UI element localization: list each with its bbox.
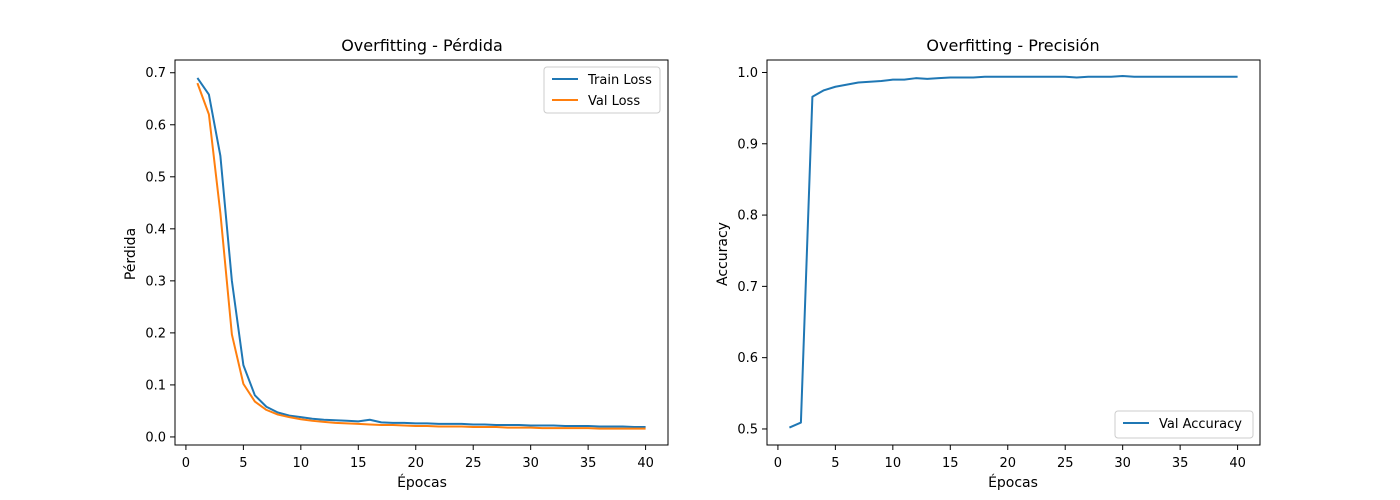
loss-x-tick-label-4: 20 (407, 456, 424, 471)
accuracy-y-tick-label-0: 0.5 (737, 422, 758, 437)
loss-x-tick-label-0: 0 (182, 456, 190, 471)
loss-x-tick-label-8: 40 (637, 456, 654, 471)
accuracy-plot-frame (766, 59, 1261, 446)
loss-x-tick-label-2: 10 (293, 456, 310, 471)
accuracy-chart: Overfitting - Precisión Épocas Accuracy … (715, 36, 1261, 491)
accuracy-series-line-1 (789, 75, 1238, 429)
accuracy-x-tick-label-0: 0 (774, 456, 782, 471)
accuracy-chart-title: Overfitting - Precisión (926, 36, 1099, 55)
loss-series-line-2 (196, 82, 646, 430)
loss-y-tick-label-1: 0.1 (145, 378, 166, 393)
loss-y-axis-label: Pérdida (123, 228, 139, 280)
loss-legend-label-2: Val Loss (588, 94, 640, 109)
loss-chart-title: Overfitting - Pérdida (341, 36, 503, 55)
loss-x-tick-label-7: 35 (580, 456, 597, 471)
accuracy-legend-label-1: Val Accuracy (1159, 417, 1242, 432)
loss-x-tick-label-1: 5 (239, 456, 247, 471)
accuracy-x-tick-label-4: 20 (999, 456, 1016, 471)
accuracy-y-tick-label-1: 0.6 (737, 351, 758, 366)
loss-x-axis-label: Épocas (397, 474, 447, 491)
loss-x-tick-label-3: 15 (350, 456, 367, 471)
loss-legend-label-1: Train Loss (587, 73, 652, 88)
accuracy-x-axis-label: Épocas (988, 474, 1038, 491)
accuracy-y-axis-label: Accuracy (715, 222, 731, 286)
loss-chart: Overfitting - Pérdida Épocas Pérdida 0 5 1… (123, 36, 669, 491)
loss-y-tick-label-0: 0.0 (145, 430, 166, 445)
loss-x-tick-label-6: 30 (522, 456, 539, 471)
loss-y-tick-label-5: 0.5 (145, 170, 166, 185)
loss-x-tick-label-5: 25 (465, 456, 482, 471)
loss-y-tick-label-4: 0.4 (145, 222, 166, 237)
accuracy-y-tick-label-4: 0.9 (737, 137, 758, 152)
loss-y-tick-label-6: 0.6 (145, 118, 166, 133)
accuracy-legend-box (1114, 410, 1254, 439)
loss-plot-frame (174, 59, 669, 446)
accuracy-x-tick-label-8: 40 (1229, 456, 1246, 471)
loss-y-tick-label-2: 0.2 (145, 326, 166, 341)
loss-series-line-1 (196, 77, 646, 429)
accuracy-y-tick-label-2: 0.7 (737, 280, 758, 295)
accuracy-x-tick-label-7: 35 (1172, 456, 1189, 471)
accuracy-y-tick-label-3: 0.8 (737, 209, 758, 224)
accuracy-x-tick-label-1: 5 (831, 456, 839, 471)
accuracy-x-tick-label-6: 30 (1114, 456, 1131, 471)
accuracy-y-tick-label-5: 1.0 (737, 66, 758, 81)
loss-y-tick-label-3: 0.3 (145, 274, 166, 289)
accuracy-x-tick-label-2: 10 (885, 456, 902, 471)
accuracy-x-tick-label-3: 15 (942, 456, 959, 471)
accuracy-x-tick-label-5: 25 (1057, 456, 1074, 471)
loss-y-tick-label-7: 0.7 (145, 66, 166, 81)
